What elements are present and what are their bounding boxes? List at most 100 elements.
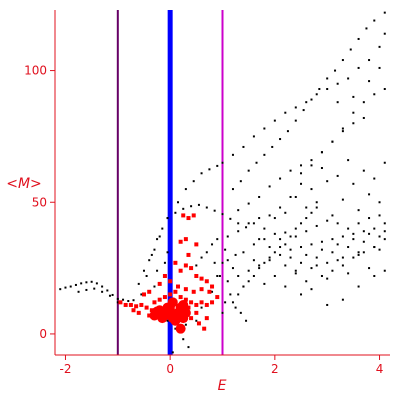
data-point: [211, 243, 214, 246]
data-point: [331, 251, 334, 254]
data-point: [208, 168, 211, 171]
data-point: [336, 174, 339, 177]
data-point: [258, 267, 261, 270]
data-point: [173, 289, 178, 294]
data-point: [331, 238, 334, 241]
data-point: [93, 287, 96, 290]
data-point: [326, 261, 329, 264]
data-point: [362, 116, 365, 119]
data-point: [310, 211, 313, 214]
data-point: [200, 256, 203, 259]
data-point: [231, 301, 234, 304]
data-point: [263, 238, 266, 241]
data-point: [315, 224, 318, 227]
data-point: [258, 217, 261, 220]
data-point: [320, 240, 323, 243]
data-point: [168, 292, 173, 297]
data-point: [85, 281, 88, 284]
data-point: [300, 222, 303, 225]
data-point: [336, 101, 339, 104]
data-point: [347, 246, 350, 249]
data-point: [141, 292, 146, 297]
data-point: [284, 211, 287, 214]
data-point: [252, 243, 255, 246]
data-point: [165, 307, 176, 318]
data-point: [341, 256, 344, 259]
data-point: [192, 180, 195, 183]
data-point: [279, 253, 282, 256]
data-point: [189, 316, 194, 321]
data-point: [140, 293, 143, 296]
data-point: [263, 261, 266, 264]
data-point: [373, 227, 376, 230]
data-point: [305, 280, 308, 283]
data-point: [362, 240, 365, 243]
data-point: [229, 217, 232, 220]
data-point: [137, 282, 140, 285]
data-point: [383, 88, 386, 91]
data-point: [178, 239, 183, 244]
data-point: [294, 227, 297, 230]
data-point: [331, 214, 334, 217]
data-point: [239, 311, 242, 314]
data-point: [373, 274, 376, 277]
data-point: [320, 274, 323, 277]
data-point: [263, 227, 266, 230]
data-point: [273, 217, 276, 220]
data-point: [326, 77, 329, 80]
data-point: [383, 32, 386, 35]
data-point: [199, 300, 204, 305]
data-point: [378, 45, 381, 48]
data-point: [305, 206, 308, 209]
data-point: [279, 206, 282, 209]
data-point: [123, 302, 128, 307]
y-tick-label: 50: [32, 195, 47, 209]
data-point: [341, 59, 344, 62]
data-point: [183, 263, 188, 268]
data-point: [204, 316, 209, 321]
data-point: [157, 281, 162, 286]
data-point: [231, 153, 234, 156]
data-point: [255, 161, 258, 164]
data-point: [162, 273, 167, 278]
data-point: [69, 285, 72, 288]
data-point: [310, 164, 313, 167]
data-point: [315, 264, 318, 267]
data-point: [64, 286, 67, 289]
data-point: [182, 338, 185, 341]
data-point: [162, 295, 167, 300]
data-point: [184, 323, 187, 326]
data-point: [326, 180, 329, 183]
data-point: [341, 298, 344, 301]
data-point: [226, 280, 229, 283]
data-point: [310, 267, 313, 270]
data-point: [163, 261, 166, 264]
data-point: [383, 222, 386, 225]
data-point: [357, 222, 360, 225]
data-point: [378, 214, 381, 217]
data-point: [167, 297, 178, 308]
data-point: [186, 305, 191, 310]
data-point: [352, 182, 355, 185]
data-point: [368, 267, 371, 270]
data-point: [108, 294, 111, 297]
data-point: [268, 246, 271, 249]
data-point: [289, 195, 292, 198]
data-point: [326, 219, 329, 222]
data-point: [336, 243, 339, 246]
data-point: [284, 231, 287, 234]
data-point: [341, 235, 344, 238]
data-point: [134, 304, 139, 309]
data-point: [357, 285, 360, 288]
data-point: [166, 217, 169, 220]
data-point: [320, 151, 323, 154]
data-point: [341, 127, 344, 130]
data-point: [252, 135, 255, 138]
data-point: [289, 256, 292, 259]
data-point: [142, 269, 145, 272]
data-point: [263, 127, 266, 130]
data-point: [294, 235, 297, 238]
data-point: [294, 269, 297, 272]
data-point: [211, 290, 214, 293]
data-point: [268, 185, 271, 188]
